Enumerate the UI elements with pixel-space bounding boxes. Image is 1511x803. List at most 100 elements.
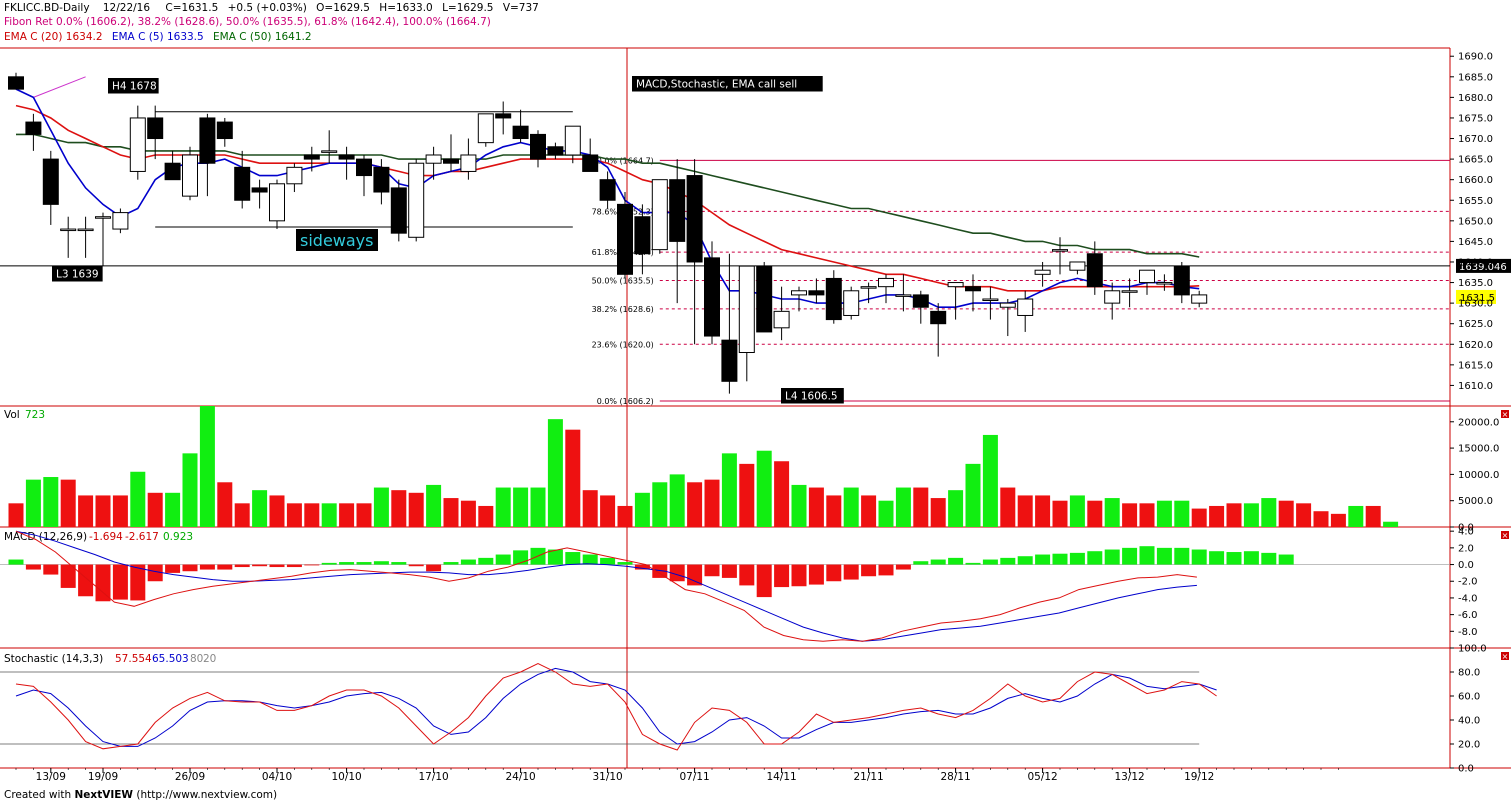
volume-bar <box>339 503 355 527</box>
candle <box>738 265 755 354</box>
volume-bar <box>1243 503 1259 527</box>
macd-histogram-bar <box>443 562 459 565</box>
volume-bar <box>1035 495 1051 527</box>
macd-histogram-bar <box>582 554 598 565</box>
candle <box>808 290 825 296</box>
macd-histogram-bar <box>165 564 181 573</box>
candle <box>303 154 320 160</box>
x-tick-label: 04/10 <box>262 771 292 783</box>
candle <box>373 166 390 193</box>
macd-histogram-bar <box>1035 554 1051 565</box>
macd-histogram-bar <box>948 557 964 565</box>
macd-histogram-bar <box>321 562 337 565</box>
candle <box>269 183 285 222</box>
volume-bar <box>1017 495 1033 527</box>
macd-line <box>15 530 1197 642</box>
candle <box>791 290 807 296</box>
volume-panel: Vol 723 <box>4 406 1399 527</box>
volume-bar <box>217 482 233 527</box>
macd-close-icon: × <box>1502 531 1509 540</box>
candle <box>477 113 494 144</box>
candle <box>512 125 529 140</box>
macd-histogram-bar <box>1243 551 1259 565</box>
macd-histogram-bar <box>182 564 198 572</box>
candle <box>860 286 877 289</box>
volume-bar <box>130 471 146 527</box>
price-axis-tick-label: 1640.0 <box>1458 257 1493 268</box>
fib-label: 100.0% (1664.7) <box>587 156 654 165</box>
stoch-level-lo: 20 <box>203 653 216 665</box>
volume-bar <box>43 477 59 527</box>
macd-axis-tick-label: 2.0 <box>1458 543 1474 554</box>
header-symbol: FKLICC.BD <box>4 2 60 14</box>
price-axis-tick-label: 1665.0 <box>1458 155 1493 166</box>
candle <box>182 154 198 197</box>
volume-bar <box>95 495 111 527</box>
volume-bar <box>1191 508 1207 527</box>
volume-title: Vol <box>4 409 20 421</box>
candle <box>321 150 338 153</box>
price-axis-tick-label: 1635.0 <box>1458 278 1493 289</box>
volume-bar <box>1052 500 1068 527</box>
candle <box>982 298 999 302</box>
label-sideways-box <box>296 229 378 251</box>
volume-bar <box>495 487 511 527</box>
trend-segment <box>33 76 86 98</box>
stoch-axis-tick-label: 100.0 <box>1458 644 1487 655</box>
candle <box>147 117 164 140</box>
label-h4: H4 1678 <box>112 81 157 93</box>
volume-bar <box>391 490 407 527</box>
macd-histogram-bar <box>843 564 859 580</box>
macd-histogram-bar <box>1000 557 1016 565</box>
label-call-box <box>632 76 823 92</box>
macd-histogram-bar <box>565 552 581 565</box>
candle <box>669 179 686 242</box>
macd-histogram-bar <box>217 564 233 570</box>
volume-axis-tick-label: 20000.0 <box>1458 417 1499 428</box>
macd-histogram-bar <box>756 564 772 598</box>
macd-histogram-bar <box>513 550 529 565</box>
volume-bar <box>1365 505 1381 527</box>
volume-bar <box>513 487 529 527</box>
macd-axis-tick-label: -8.0 <box>1458 627 1478 638</box>
volume-bar <box>948 490 964 527</box>
macd-histogram-bar <box>617 562 633 565</box>
candle <box>773 310 790 329</box>
header-ema20: EMA C (20) 1634.2 <box>4 31 103 43</box>
x-axis: 13/09 19/09 26/09 04/10 10/10 17/10 24/10 31/10… <box>15 768 1339 783</box>
candle <box>530 133 546 160</box>
volume-bar <box>530 487 546 527</box>
header-ema50: EMA C (50) 1641.2 <box>213 31 312 43</box>
macd-histogram-bar <box>1087 551 1103 565</box>
header-volume: V=737 <box>502 2 539 14</box>
macd-histogram-bar <box>669 564 685 582</box>
volume-axis-tick-label: 0.0 <box>1458 523 1474 534</box>
label-call: MACD,Stochastic, EMA call sell <box>636 79 797 91</box>
x-tick-label: 17/10 <box>418 771 448 783</box>
volume-bar <box>1296 503 1312 527</box>
volume-bar <box>547 419 563 527</box>
macd-histogram-bar <box>373 561 389 565</box>
macd-histogram-bar <box>408 564 424 567</box>
panel-frames: × × × <box>0 47 1511 769</box>
volume-bar <box>687 482 703 527</box>
macd-histogram-bar <box>1261 552 1277 565</box>
macd-histogram-bar <box>304 564 320 566</box>
candle <box>756 265 773 333</box>
candle <box>95 216 111 219</box>
stoch-value-d: 65.503 <box>152 653 189 665</box>
volume-bar <box>112 495 128 527</box>
macd-axis-tick-label: -6.0 <box>1458 610 1478 621</box>
x-tick-label: 19/12 <box>1184 771 1214 783</box>
macd-histogram-bar <box>356 562 372 565</box>
header-open: O=1629.5 <box>316 2 370 14</box>
label-l4-box <box>781 388 844 404</box>
macd-histogram-bar <box>1122 547 1138 565</box>
candle <box>460 154 477 172</box>
macd-histogram-bar <box>391 562 407 565</box>
volume-bar <box>843 487 859 527</box>
volume-bar <box>739 463 755 527</box>
x-tick-label: 10/10 <box>331 771 361 783</box>
macd-title: MACD (12,26,9) <box>4 531 87 543</box>
macd-histogram-bar <box>739 564 755 586</box>
